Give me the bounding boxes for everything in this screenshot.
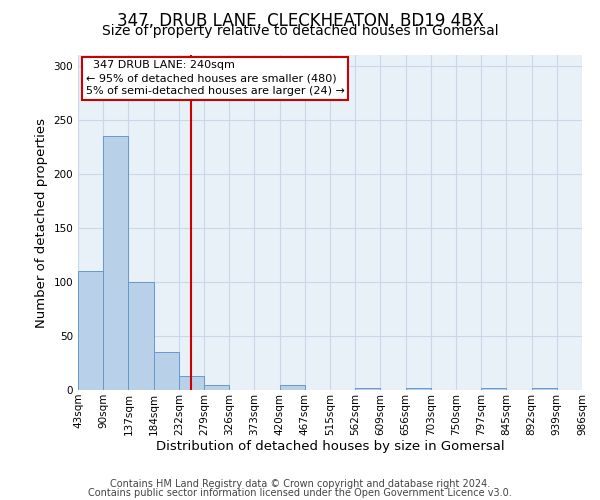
Bar [103,136,128,390]
Text: Size of property relative to detached houses in Gomersal: Size of property relative to detached ho… [101,24,499,38]
Bar [154,352,179,390]
X-axis label: Distribution of detached houses by size in Gomersal: Distribution of detached houses by size … [155,440,505,454]
Text: Contains public sector information licensed under the Open Government Licence v3: Contains public sector information licen… [88,488,512,498]
Bar [280,384,305,390]
Y-axis label: Number of detached properties: Number of detached properties [35,118,48,328]
Bar [179,376,204,390]
Text: 347, DRUB LANE, CLECKHEATON, BD19 4BX: 347, DRUB LANE, CLECKHEATON, BD19 4BX [116,12,484,30]
Bar [532,388,557,390]
Bar [481,388,506,390]
Bar [355,388,380,390]
Bar [204,384,229,390]
Text: 347 DRUB LANE: 240sqm
← 95% of detached houses are smaller (480)
5% of semi-deta: 347 DRUB LANE: 240sqm ← 95% of detached … [86,60,344,96]
Bar [128,282,154,390]
Text: Contains HM Land Registry data © Crown copyright and database right 2024.: Contains HM Land Registry data © Crown c… [110,479,490,489]
Bar [78,271,103,390]
Bar [406,388,431,390]
